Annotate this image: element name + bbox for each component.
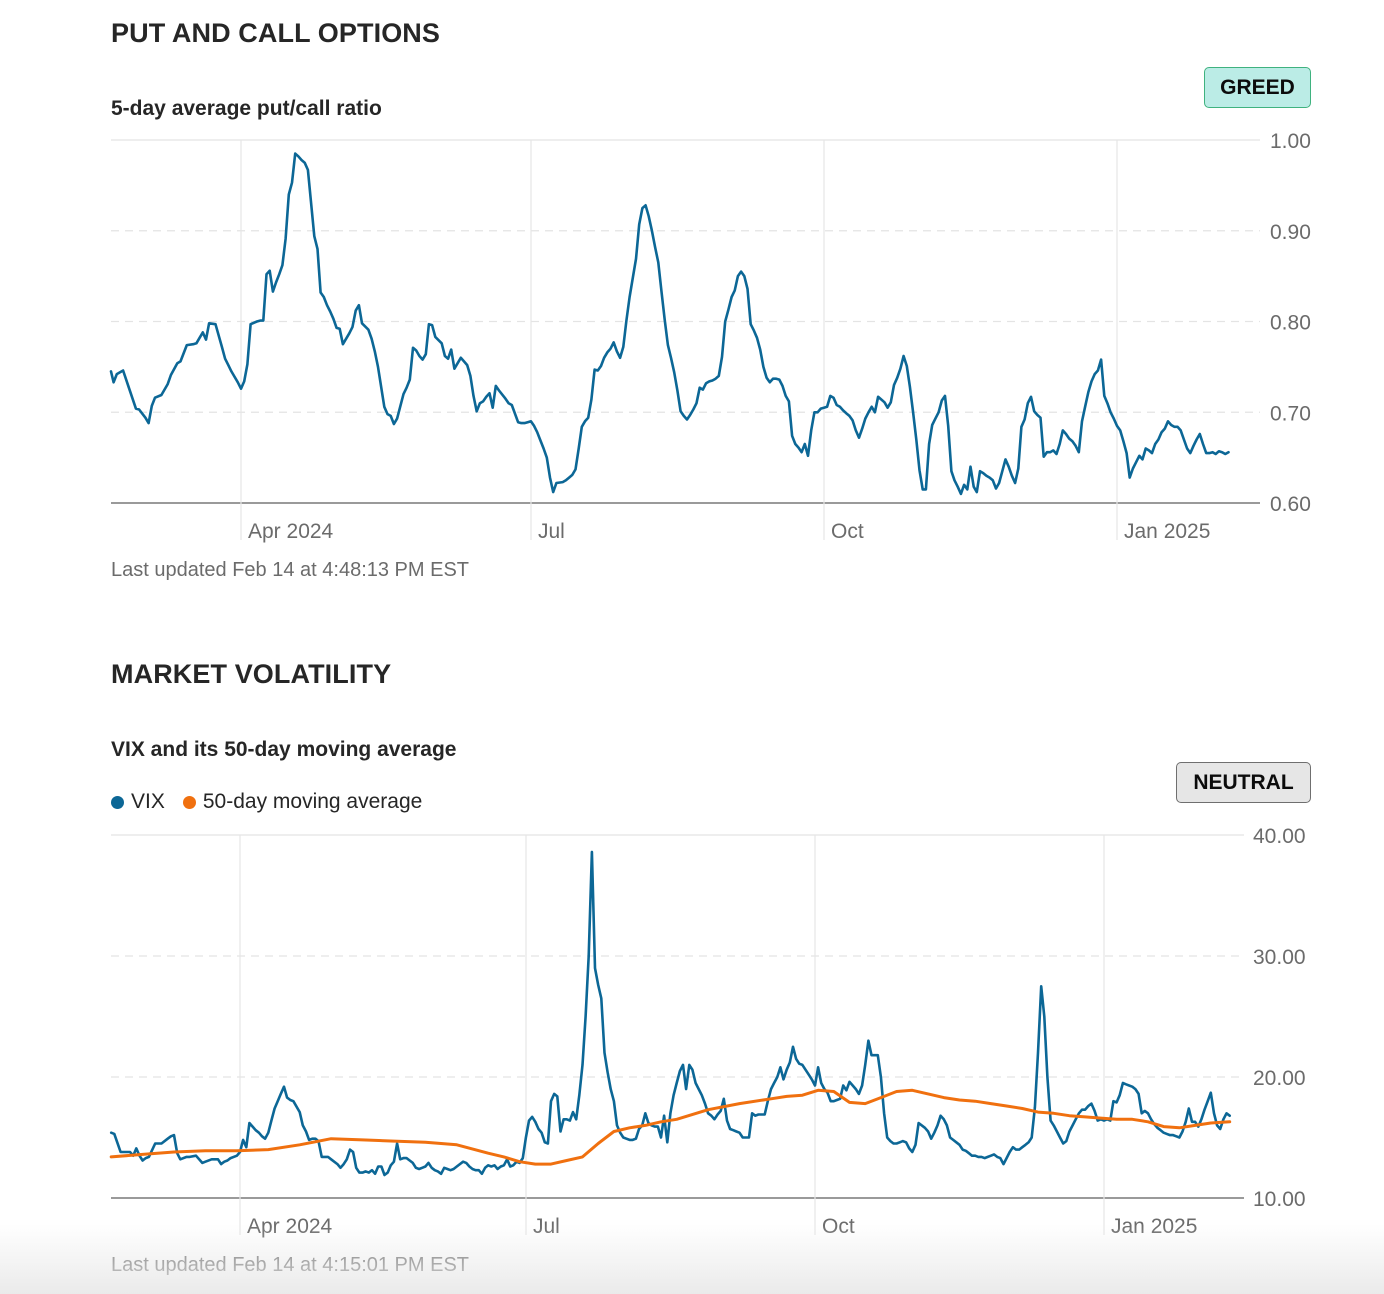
y-tick-label: 0.90	[1270, 221, 1311, 244]
last-updated-put-call: Last updated Feb 14 at 4:48:13 PM EST	[111, 559, 470, 581]
x-tick-label: Jan 2025	[1124, 520, 1210, 543]
legend-item-vix[interactable]: VIX	[111, 790, 165, 814]
x-tick-label: Jul	[533, 1215, 560, 1238]
x-tick-label: Jan 2025	[1111, 1215, 1197, 1238]
x-tick-label: Apr 2024	[248, 520, 334, 543]
neutral-rating-badge: NEUTRAL	[1176, 762, 1311, 803]
y-tick-label: 30.00	[1253, 946, 1306, 969]
y-tick-label: 0.70	[1270, 402, 1311, 425]
legend-dot-vix	[111, 795, 124, 809]
greed-rating-badge: GREED	[1204, 67, 1311, 108]
legend-label-vix: VIX	[131, 790, 165, 813]
x-tick-label: Apr 2024	[247, 1215, 333, 1238]
last-updated-vix: Last updated Feb 14 at 4:15:01 PM EST	[111, 1254, 470, 1276]
y-tick-label: 0.60	[1270, 493, 1311, 516]
y-tick-label: 20.00	[1253, 1067, 1306, 1090]
legend-dot-moving-average	[182, 795, 196, 809]
y-tick-label: 1.00	[1270, 130, 1311, 153]
y-tick-label: 0.80	[1270, 312, 1311, 335]
section-title-put-call: PUT AND CALL OPTIONS	[111, 18, 441, 48]
section-title-market-volatility: MARKET VOLATILITY	[111, 659, 392, 689]
moving-average-line	[109, 1088, 1232, 1166]
x-tick-label: Jul	[538, 520, 565, 543]
chart-subtitle-vix: VIX and its 50-day moving average	[111, 738, 457, 761]
legend-item-moving-average[interactable]: 50-day moving average	[182, 790, 423, 814]
chart-subtitle-put-call: 5-day average put/call ratio	[111, 97, 382, 120]
y-tick-label: 10.00	[1253, 1188, 1306, 1211]
vix-line	[109, 850, 1231, 1177]
put-call-line	[109, 152, 1230, 496]
chart-legend: VIX 50-day moving average	[111, 790, 440, 814]
y-tick-label: 40.00	[1253, 825, 1306, 848]
x-tick-label: Oct	[822, 1215, 855, 1238]
put-call-ratio-chart: 1.00 0.90 0.80 0.70 0.60 Apr 2024 Jul Oct Jan 20…	[109, 130, 1311, 543]
vix-chart: 40.00 30.00 20.00 10.00 Apr 2024 Jul Oct Jan 20…	[109, 825, 1306, 1238]
legend-label-moving-average: 50-day moving average	[202, 790, 423, 813]
x-tick-label: Oct	[831, 520, 864, 543]
